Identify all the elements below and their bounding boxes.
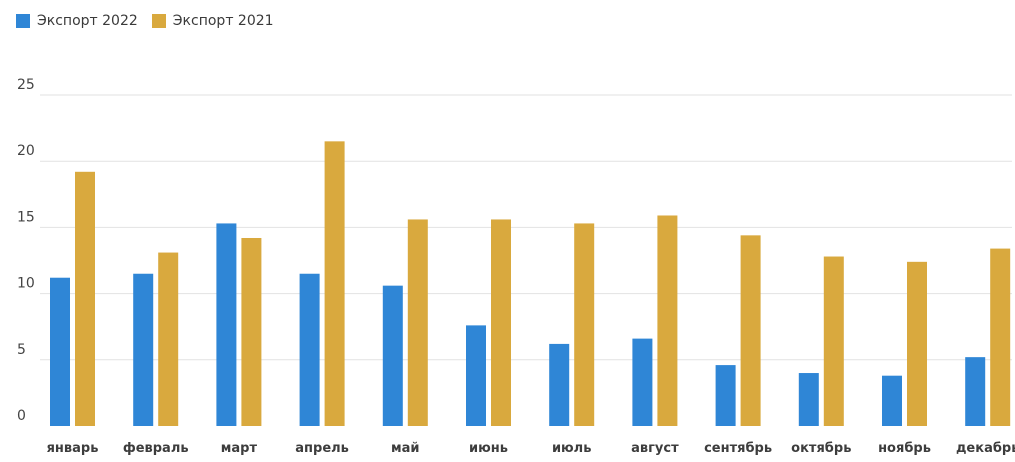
- bar-2022-февраль: [133, 273, 154, 426]
- legend-swatch-2022: [16, 14, 30, 28]
- bar-2022-август: [632, 338, 653, 426]
- bar-2021-август: [657, 215, 678, 426]
- legend-swatch-2021: [151, 14, 166, 28]
- x-category-label: июль: [552, 441, 592, 456]
- bar-2022-июнь: [466, 325, 486, 426]
- bar-2021-февраль: [158, 252, 179, 426]
- bar-2022-июль: [549, 343, 570, 426]
- x-category-label: январь: [47, 441, 99, 456]
- bar-2021-январь: [75, 171, 95, 426]
- x-category-label: октябрь: [791, 441, 851, 456]
- x-category-label: август: [631, 441, 679, 456]
- x-category-label: декабрь: [956, 441, 1015, 456]
- y-tick-label: 10: [17, 276, 35, 292]
- x-category-label: февраль: [123, 441, 189, 456]
- x-category-label: март: [221, 441, 258, 456]
- x-category-label: май: [391, 441, 420, 456]
- bar-2021-май: [407, 219, 428, 426]
- bar-2022-март: [216, 223, 237, 426]
- legend-item-2022: Экспорт 2022: [16, 13, 138, 29]
- bar-2021-сентябрь: [740, 235, 761, 426]
- bar-2022-сентябрь: [715, 365, 736, 426]
- y-tick-label: 5: [17, 342, 26, 358]
- bar-2022-декабрь: [965, 357, 986, 426]
- bar-2021-декабрь: [990, 248, 1011, 426]
- bar-2022-ноябрь: [882, 375, 902, 426]
- bar-2021-март: [241, 237, 262, 426]
- bar-2022-январь: [50, 277, 70, 426]
- x-category-label: апрель: [295, 441, 349, 456]
- bar-2022-май: [382, 285, 403, 426]
- chart-legend: Экспорт 2022 Экспорт 2021: [16, 6, 274, 36]
- bar-2021-октябрь: [823, 256, 844, 426]
- x-category-label: июнь: [469, 441, 508, 456]
- bar-2021-июнь: [491, 219, 511, 426]
- y-tick-label: 25: [17, 77, 35, 93]
- y-tick-label: 15: [17, 209, 35, 225]
- bar-2021-июль: [574, 223, 595, 426]
- x-category-label: сентябрь: [704, 441, 772, 456]
- y-tick-label: 0: [17, 408, 26, 424]
- y-tick-label: 20: [17, 143, 35, 159]
- bar-2022-октябрь: [798, 373, 819, 426]
- bar-2021-апрель: [324, 141, 345, 426]
- x-category-label: ноябрь: [878, 441, 931, 456]
- bar-2022-апрель: [299, 273, 320, 426]
- legend-label-2022: Экспорт 2022: [37, 13, 138, 29]
- bar-2021-ноябрь: [907, 261, 927, 426]
- legend-item-2021: Экспорт 2021: [151, 13, 274, 29]
- legend-label-2021: Экспорт 2021: [172, 13, 274, 29]
